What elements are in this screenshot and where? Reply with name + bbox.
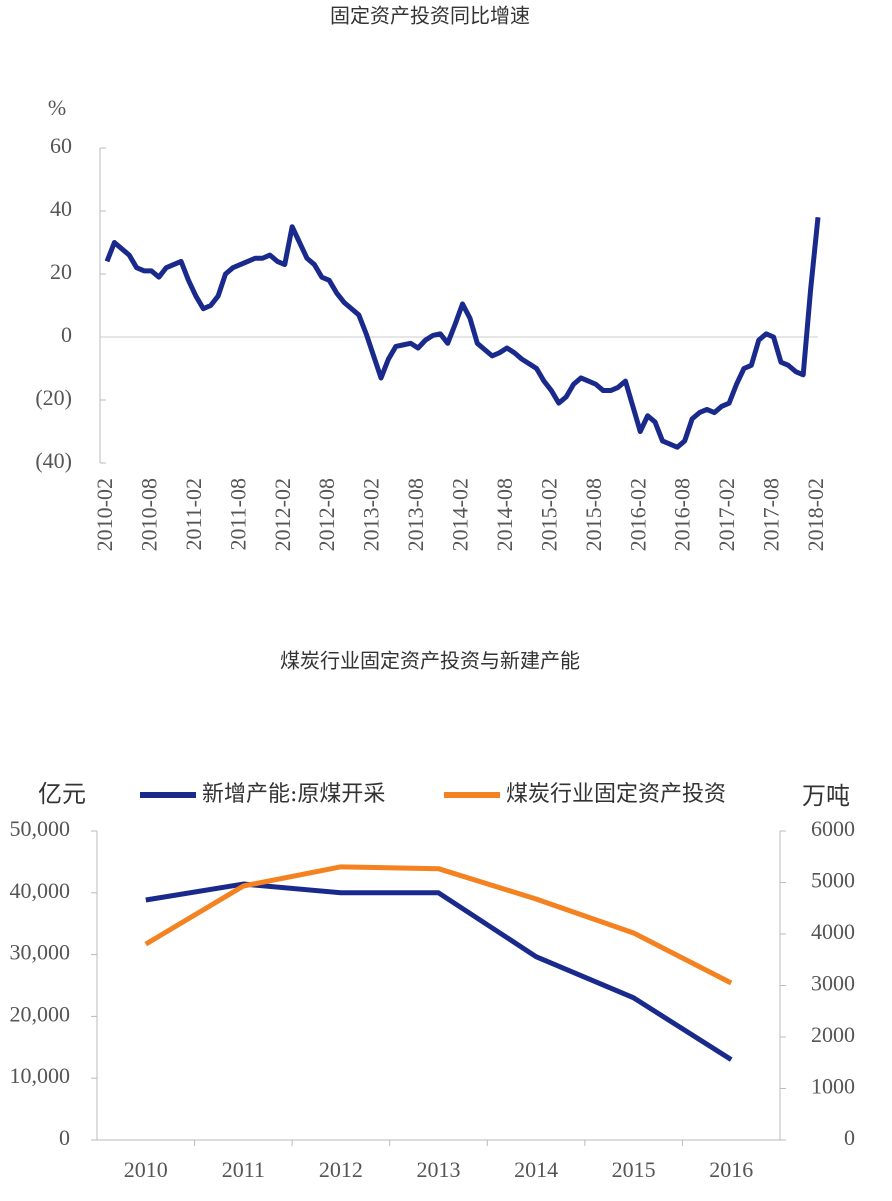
x-tick-label: 2014-08 — [492, 478, 517, 551]
y-tick-label: 50,000 — [10, 816, 71, 841]
x-tick-label: 2012-08 — [314, 478, 339, 551]
legend-label: 新增产能:原煤开采 — [202, 782, 385, 807]
x-tick-label: 2018-02 — [803, 478, 828, 551]
line — [104, 217, 821, 450]
x-tick-label: 2016-02 — [625, 478, 650, 551]
line — [144, 864, 733, 986]
y-tick-label: 10,000 — [10, 1063, 71, 1088]
legend-label: 煤炭行业固定资产投资 — [506, 782, 726, 807]
y-tick-label: 60 — [50, 133, 72, 158]
y-axis-label: 亿元 — [38, 780, 86, 808]
y-tick-label: 40 — [50, 196, 72, 221]
y-tick-label: 30,000 — [10, 940, 71, 965]
chart-title: 固定资产投资同比增速 — [330, 4, 530, 28]
y-tick-label: (20) — [35, 385, 72, 410]
x-tick-label: 2014 — [514, 1157, 558, 1182]
y2-tick-label: 2000 — [811, 1022, 855, 1047]
y2-tick-label: 0 — [844, 1125, 855, 1150]
chart-title: 煤炭行业固定资产投资与新建产能 — [280, 649, 580, 673]
y2-tick-label: 3000 — [811, 971, 855, 996]
y-tick-label: 20 — [50, 259, 72, 284]
x-tick-label: 2010-02 — [92, 478, 117, 551]
x-tick-label: 2016-08 — [670, 478, 695, 551]
x-tick-label: 2014-02 — [448, 478, 473, 551]
x-tick-label: 2010 — [124, 1157, 168, 1182]
x-tick-label: 2013-08 — [403, 478, 428, 551]
x-tick-label: 2012-02 — [270, 478, 295, 551]
x-tick-label: 2011-02 — [181, 478, 206, 551]
y-tick-label: (40) — [35, 448, 72, 473]
x-tick-label: 2013 — [417, 1157, 461, 1182]
x-tick-label: 2015 — [612, 1157, 656, 1182]
y-tick-label: 0 — [61, 322, 72, 347]
x-tick-label: 2015-02 — [536, 478, 561, 551]
y2-tick-label: 1000 — [811, 1074, 855, 1099]
line — [145, 881, 733, 1062]
x-tick-label: 2016 — [709, 1157, 753, 1182]
y-tick-label: 0 — [59, 1125, 70, 1150]
y2-axis-label: 万吨 — [802, 782, 850, 810]
y2-tick-label: 4000 — [811, 919, 855, 944]
x-tick-label: 2013-02 — [359, 478, 384, 551]
y-tick-label: 20,000 — [10, 1001, 71, 1026]
x-tick-label: 2017-02 — [714, 478, 739, 551]
x-tick-label: 2011-08 — [225, 478, 250, 551]
x-tick-label: 2010-08 — [136, 478, 161, 551]
x-tick-label: 2015-08 — [581, 478, 606, 551]
y2-tick-label: 5000 — [811, 868, 855, 893]
y2-tick-label: 6000 — [811, 816, 855, 841]
y-tick-label: 40,000 — [10, 878, 71, 903]
x-tick-label: 2011 — [222, 1157, 265, 1182]
x-tick-label: 2012 — [319, 1157, 363, 1182]
x-tick-label: 2017-08 — [759, 478, 784, 551]
y-unit-label: % — [48, 95, 66, 120]
